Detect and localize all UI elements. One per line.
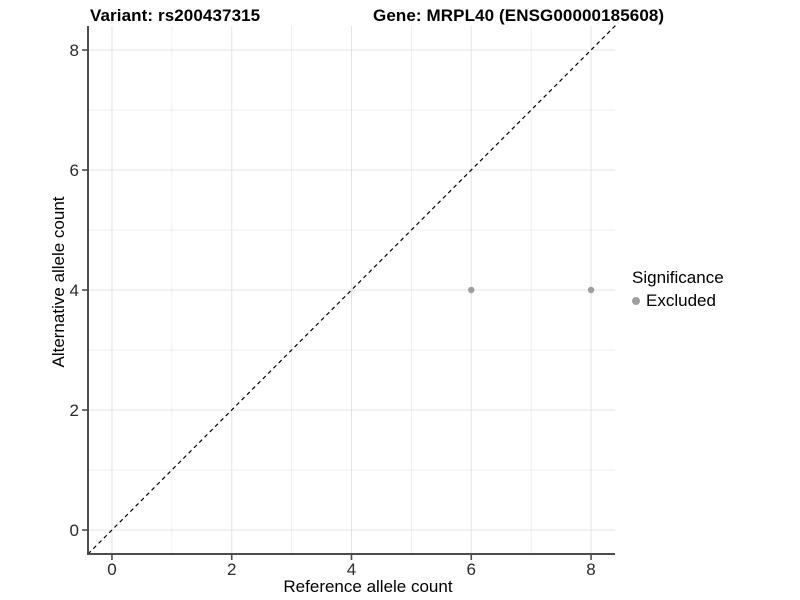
- y-tick-label: 2: [70, 401, 79, 420]
- x-tick-label: 6: [467, 560, 476, 579]
- x-axis-title: Reference allele count: [283, 577, 453, 596]
- y-tick-label: 4: [70, 281, 79, 300]
- identity-line: [87, 22, 619, 555]
- y-tick-label: 0: [70, 521, 79, 540]
- legend-item: Excluded: [632, 291, 724, 311]
- x-tick-label: 8: [586, 560, 595, 579]
- legend-point-icon: [632, 297, 640, 305]
- variant-title: Variant: rs200437315: [90, 6, 261, 25]
- gene-title: Gene: MRPL40 (ENSG00000185608): [373, 6, 665, 25]
- y-tick-label: 8: [70, 41, 79, 60]
- data-point: [468, 286, 475, 294]
- x-tick-label: 0: [107, 560, 116, 579]
- y-tick-label: 6: [70, 161, 79, 180]
- x-tick-label: 2: [227, 560, 236, 579]
- legend-title: Significance: [632, 268, 724, 287]
- data-point: [587, 286, 595, 294]
- y-axis-title: Alternative allele count: [49, 196, 68, 368]
- legend-item-label: Excluded: [646, 291, 716, 310]
- legend: Significance Excluded: [632, 268, 724, 311]
- x-tick-label: 4: [347, 560, 356, 579]
